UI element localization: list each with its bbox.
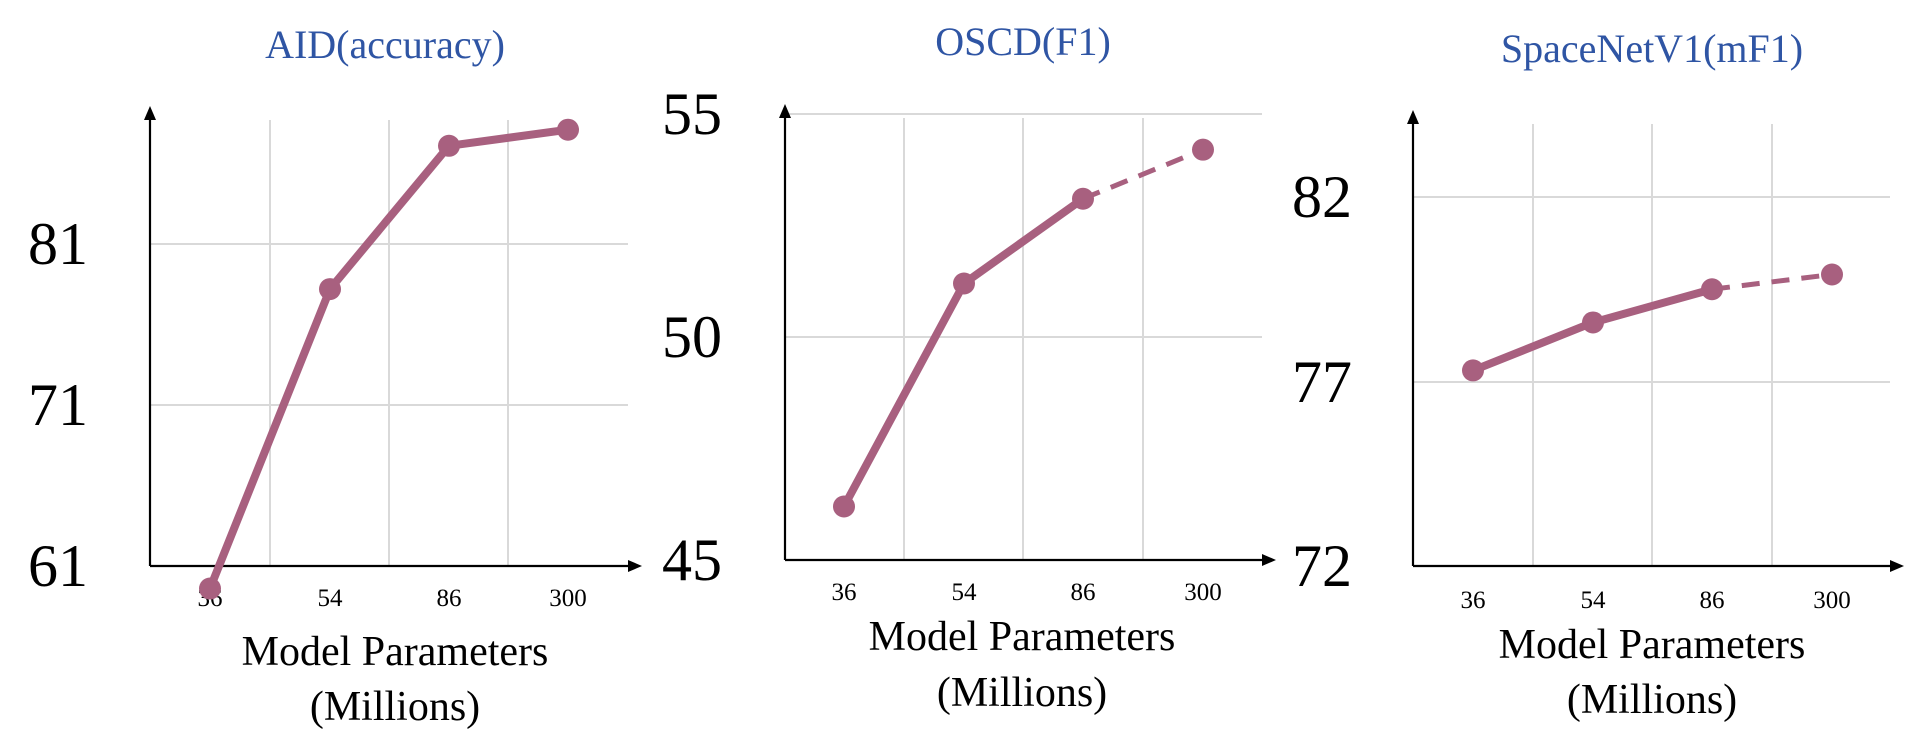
series-segment (326, 141, 453, 294)
data-point (319, 278, 341, 301)
x-axis-label-unit: (Millions) (937, 670, 1107, 716)
chart-title: AID(accuracy) (265, 22, 505, 67)
data-point (1821, 263, 1843, 286)
data-point (438, 134, 460, 157)
x-axis-label-unit: (Millions) (310, 684, 480, 730)
data-point (557, 118, 579, 141)
series-segment (206, 285, 334, 593)
y-tick-label: 61 (28, 533, 88, 599)
series-segment-dashed (1082, 147, 1204, 202)
x-tick-label: 300 (1813, 587, 1851, 614)
x-tick-label: 86 (1700, 587, 1725, 614)
x-tick-label: 300 (549, 585, 587, 612)
chart-title: SpaceNetV1(mF1) (1501, 26, 1803, 71)
chart-panel-3: SpaceNetV1(mF1) 72 77 82 36 54 86 300 Model Para… (1292, 26, 1904, 723)
x-axis-label: Model Parameters (869, 614, 1176, 660)
series-segment (445, 125, 572, 150)
y-tick-label: 45 (662, 527, 722, 593)
x-tick-label: 86 (1071, 579, 1096, 606)
data-point (1072, 187, 1094, 210)
x-tick-label: 300 (1184, 579, 1222, 606)
series-segment (1469, 318, 1597, 375)
x-axis-label: Model Parameters (242, 629, 549, 675)
y-axis-arrow (144, 106, 156, 120)
y-tick-label: 72 (1292, 533, 1352, 599)
y-tick-label: 82 (1292, 164, 1352, 230)
series-segment (840, 279, 968, 511)
chart-title: OSCD(F1) (935, 19, 1111, 64)
x-tick-label: 54 (318, 585, 344, 612)
series-segment-dashed (1711, 272, 1833, 292)
data-point (833, 495, 855, 518)
x-tick-label: 54 (1581, 587, 1607, 614)
y-tick-label: 77 (1292, 349, 1352, 415)
y-axis-arrow (1407, 110, 1419, 124)
y-tick-label: 50 (662, 304, 722, 370)
data-point (953, 272, 975, 295)
x-tick-label: 54 (952, 579, 978, 606)
y-tick-label: 81 (28, 211, 88, 277)
data-point (1462, 359, 1484, 382)
x-tick-label: 86 (437, 585, 462, 612)
series-segment (960, 194, 1087, 288)
x-axis-label: Model Parameters (1499, 622, 1806, 668)
x-axis-label-unit: (Millions) (1567, 677, 1737, 723)
data-point (1701, 278, 1723, 301)
x-tick-label: 36 (1461, 587, 1486, 614)
x-axis-arrow (1262, 554, 1276, 566)
data-point (199, 577, 221, 600)
x-axis-arrow (1890, 560, 1904, 572)
y-tick-label: 71 (28, 372, 88, 438)
data-point (1582, 311, 1604, 334)
y-axis-arrow (779, 104, 791, 118)
x-axis-arrow (628, 560, 642, 572)
data-point (1192, 138, 1214, 161)
x-tick-label: 36 (832, 579, 857, 606)
chart-panel-1: AID(accuracy)617181365486300Model Parame… (28, 22, 642, 730)
chart-panel-2: OSCD(F1) 45 50 55 36 54 86 300 Model Parameters (… (662, 19, 1276, 716)
series-segment (1589, 285, 1716, 327)
y-tick-label: 55 (662, 81, 722, 147)
